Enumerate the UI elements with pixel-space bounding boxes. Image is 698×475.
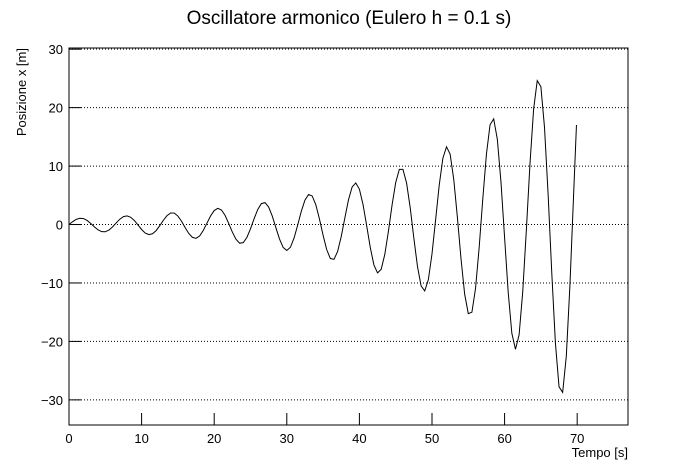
plot-frame <box>68 47 629 426</box>
y-tick-label: −20 <box>41 334 63 349</box>
x-tick-label: 0 <box>65 431 72 446</box>
y-tick-label: 0 <box>56 218 63 233</box>
y-tick-label: 20 <box>49 101 63 116</box>
data-line <box>68 79 577 394</box>
y-axis-label: Posizione x [m] <box>14 48 29 136</box>
x-tick-label: 50 <box>425 431 439 446</box>
y-tick-label: −30 <box>41 393 63 408</box>
x-tick-label: 70 <box>570 431 584 446</box>
x-tick-label: 20 <box>207 431 221 446</box>
chart-title: Oscillatore armonico (Eulero h = 0.1 s) <box>187 8 512 29</box>
x-tick-label: 10 <box>134 431 148 446</box>
x-tick-label: 30 <box>280 431 294 446</box>
y-tick-label: 10 <box>49 159 63 174</box>
y-tick-label: 30 <box>49 42 63 57</box>
x-tick-label: 40 <box>352 431 366 446</box>
y-tick-label: −10 <box>41 276 63 291</box>
x-axis-label: Tempo [s] <box>572 445 628 460</box>
x-tick-label: 60 <box>497 431 511 446</box>
